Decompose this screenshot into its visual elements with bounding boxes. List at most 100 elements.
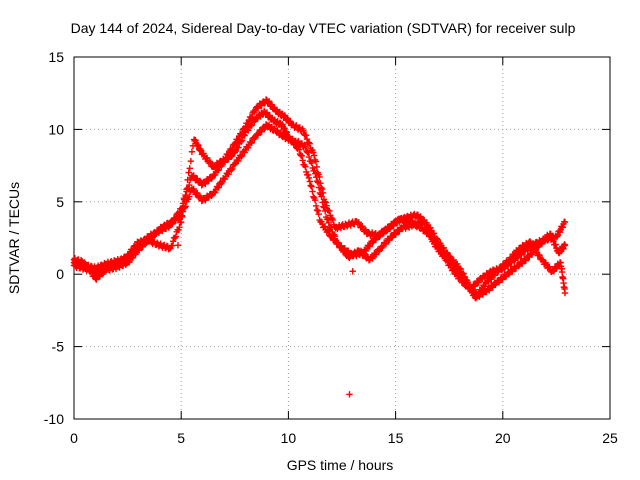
data-point — [299, 157, 306, 164]
data-point — [298, 152, 305, 160]
data-point — [420, 218, 427, 226]
data-point — [313, 163, 321, 171]
data-point — [318, 193, 325, 200]
data-point — [235, 144, 242, 151]
data-point — [505, 271, 513, 278]
data-point — [228, 145, 236, 153]
data-point — [547, 230, 554, 238]
data-point — [338, 243, 345, 250]
data-point — [331, 233, 339, 240]
x-tick-label: 20 — [495, 430, 511, 446]
data-point — [437, 247, 444, 254]
data-point — [366, 243, 373, 250]
data-point — [561, 242, 569, 249]
data-point — [372, 251, 380, 258]
data-point — [305, 153, 313, 161]
data-point — [312, 202, 320, 210]
data-point — [396, 228, 403, 235]
data-point — [328, 224, 335, 231]
data-point — [319, 199, 326, 206]
y-tick-label: 5 — [56, 194, 64, 210]
data-point — [314, 207, 322, 215]
data-point — [228, 166, 235, 174]
data-point — [195, 142, 202, 149]
data-point — [225, 171, 232, 178]
data-point — [308, 159, 316, 167]
data-point — [215, 184, 222, 191]
data-point — [321, 204, 328, 211]
y-tick-label: 0 — [56, 266, 64, 282]
data-point — [518, 251, 525, 259]
data-point — [315, 184, 323, 191]
data-point — [394, 219, 401, 227]
data-point — [313, 206, 321, 214]
data-point — [318, 185, 326, 193]
data-point — [178, 212, 186, 219]
data-point — [200, 150, 207, 157]
axis-ticks — [73, 56, 611, 420]
data-point — [175, 226, 182, 234]
data-point — [192, 137, 199, 144]
data-point — [421, 219, 428, 227]
data-point — [302, 132, 310, 139]
data-point — [430, 237, 437, 244]
data-point — [176, 223, 183, 231]
data-point — [228, 165, 236, 173]
data-point — [221, 175, 229, 183]
data-point — [313, 178, 321, 185]
data-point — [99, 271, 106, 278]
data-point — [542, 237, 549, 244]
data-point — [450, 266, 458, 274]
data-point — [238, 152, 246, 159]
data-point — [305, 174, 313, 182]
data-point — [306, 178, 314, 185]
data-point — [186, 193, 193, 200]
data-point — [300, 127, 307, 135]
data-point — [247, 114, 255, 122]
chart-title: Day 144 of 2024, Sidereal Day-to-day VTE… — [71, 20, 576, 36]
data-point — [382, 240, 390, 248]
data-point — [423, 224, 431, 231]
data-point — [261, 125, 268, 133]
data-point — [515, 262, 522, 270]
data-point — [225, 151, 232, 158]
data-point — [206, 158, 213, 165]
data-point — [211, 189, 219, 196]
data-point — [517, 245, 525, 253]
data-point — [295, 146, 303, 153]
y-axis-tick-labels: 15 10 5 0 -5 -10 — [44, 49, 64, 427]
x-tick-label: 5 — [177, 430, 185, 446]
data-point — [169, 242, 176, 249]
data-point — [305, 139, 312, 146]
data-point — [221, 156, 229, 164]
data-point — [181, 204, 188, 211]
y-tick-label: -5 — [52, 339, 65, 355]
data-point — [311, 167, 318, 175]
data-point — [310, 152, 318, 159]
data-point — [312, 170, 319, 177]
data-point — [231, 149, 238, 156]
data-point — [228, 152, 236, 160]
data-point — [309, 188, 316, 195]
data-point — [306, 140, 313, 147]
data-point — [341, 247, 349, 255]
data-point — [359, 222, 366, 230]
x-tick-label: 25 — [602, 430, 618, 446]
data-point — [287, 118, 294, 125]
data-point — [313, 173, 320, 181]
data-point — [186, 165, 193, 172]
data-point — [314, 179, 322, 186]
data-point — [207, 159, 214, 166]
x-axis-label: GPS time / hours — [287, 457, 394, 473]
data-point — [182, 191, 189, 199]
data-point — [324, 227, 331, 235]
data-point — [439, 251, 447, 259]
data-point — [552, 241, 559, 248]
data-point — [228, 147, 235, 154]
data-point — [303, 135, 311, 143]
data-point — [458, 269, 465, 276]
data-point — [241, 126, 248, 133]
data-point — [325, 219, 332, 227]
data-point — [307, 182, 314, 189]
data-point — [302, 143, 309, 150]
